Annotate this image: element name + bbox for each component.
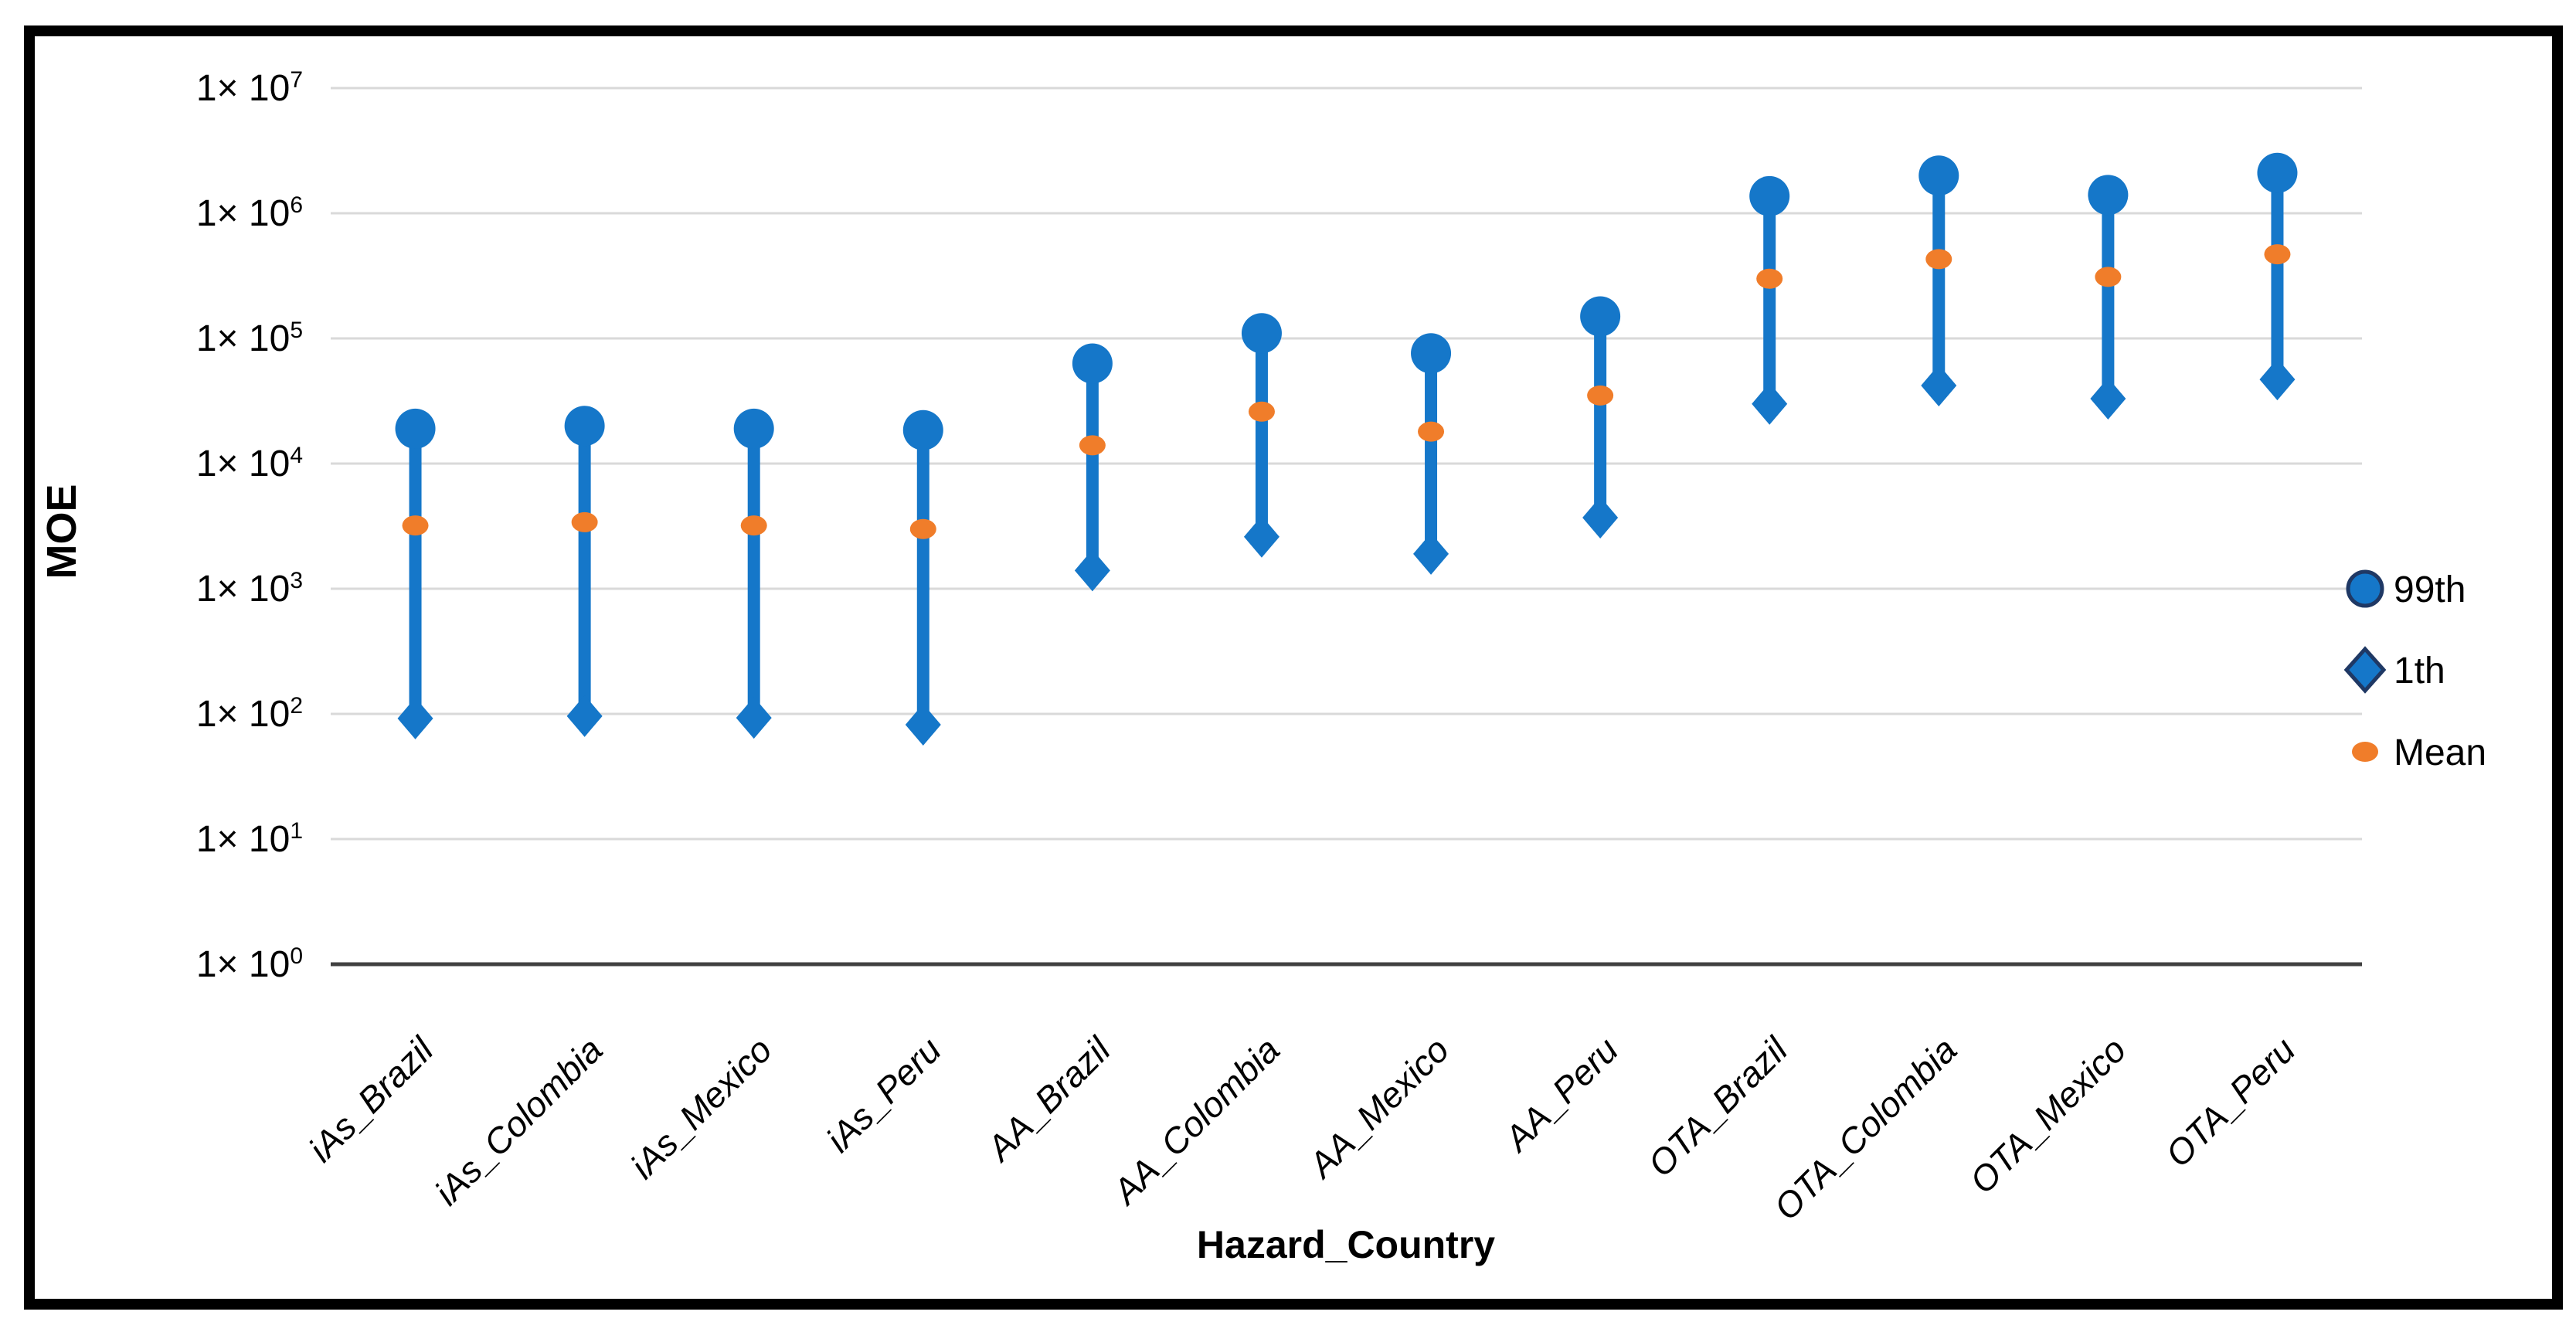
y-tick-label-1e4: 1× 104	[196, 443, 303, 484]
y-tick-label-1e1: 1× 101	[196, 818, 303, 860]
marker-1th-iAs_Mexico	[736, 697, 772, 739]
marker-99th-iAs_Colombia	[564, 406, 605, 447]
marker-99th-AA_Brazil	[1072, 343, 1113, 384]
marker-mean-OTA_Brazil	[1756, 268, 1783, 289]
marker-99th-OTA_Mexico	[2088, 175, 2129, 216]
marker-mean-iAs_Brazil	[402, 515, 429, 536]
marker-mean-iAs_Mexico	[740, 515, 767, 536]
bar-AA_Peru	[1580, 296, 1621, 539]
marker-99th-iAs_Mexico	[733, 408, 774, 449]
legend-item-99th: 99th	[2346, 569, 2466, 610]
marker-mean-AA_Peru	[1587, 385, 1614, 406]
marker-99th-AA_Mexico	[1411, 333, 1452, 374]
legend-label-99th: 99th	[2394, 569, 2466, 610]
bar-iAs_Colombia	[564, 406, 605, 737]
marker-mean-AA_Brazil	[1079, 435, 1106, 456]
x-axis-title: Hazard_Country	[1197, 1223, 1495, 1266]
legend-mean-dot-icon	[2352, 742, 2378, 762]
y-tick-label-1e7: 1× 107	[196, 67, 303, 109]
legend-99th-circle-icon	[2346, 569, 2384, 608]
y-axis-tick-labels: 1× 107 1× 106 1× 105 1× 104 1× 103 1× 102 1× 1…	[196, 67, 303, 985]
bar-OTA_Colombia	[1918, 155, 1959, 407]
bar-iAs_Mexico	[733, 408, 774, 739]
marker-mean-OTA_Mexico	[2095, 267, 2122, 287]
marker-99th-iAs_Brazil	[395, 408, 436, 449]
legend-label-1th: 1th	[2394, 651, 2445, 691]
marker-mean-iAs_Colombia	[571, 511, 598, 532]
y-axis-title: MOE	[39, 484, 85, 579]
bar-iAs_Peru	[902, 409, 943, 746]
marker-99th-OTA_Colombia	[1918, 155, 1959, 196]
y-tick-label-1e0: 1× 100	[196, 943, 303, 985]
legend-item-1th: 1th	[2343, 646, 2445, 694]
marker-99th-OTA_Brazil	[1749, 175, 1790, 216]
y-tick-label-1e6: 1× 106	[196, 192, 303, 234]
bar-AA_Colombia	[1241, 313, 1282, 558]
y-tick-label-1e3: 1× 103	[196, 568, 303, 610]
marker-1th-AA_Peru	[1582, 496, 1619, 539]
legend: 99th 1th Mean	[2343, 569, 2486, 773]
marker-mean-OTA_Peru	[2264, 244, 2291, 265]
marker-99th-iAs_Peru	[902, 409, 943, 450]
marker-99th-OTA_Peru	[2257, 152, 2298, 193]
marker-1th-AA_Colombia	[1243, 515, 1280, 558]
legend-label-Mean: Mean	[2394, 732, 2486, 773]
marker-1th-OTA_Brazil	[1752, 382, 1788, 425]
bar-OTA_Peru	[2257, 152, 2298, 401]
marker-1th-AA_Mexico	[1413, 532, 1449, 575]
bar-iAs_Brazil	[395, 408, 436, 739]
marker-1th-AA_Brazil	[1074, 549, 1110, 592]
marker-1th-OTA_Colombia	[1921, 365, 1957, 407]
marker-mean-iAs_Peru	[909, 518, 936, 539]
marker-mean-OTA_Colombia	[1925, 249, 1952, 270]
marker-mean-AA_Mexico	[1418, 421, 1445, 442]
bar-AA_Brazil	[1072, 343, 1113, 592]
legend-item-Mean: Mean	[2352, 732, 2486, 773]
marker-1th-OTA_Mexico	[2090, 378, 2126, 420]
y-tick-label-1e5: 1× 105	[196, 318, 303, 359]
marker-1th-iAs_Brazil	[397, 697, 433, 739]
marker-mean-AA_Colombia	[1248, 401, 1275, 422]
figure-border	[24, 25, 2563, 1310]
bar-OTA_Brazil	[1749, 175, 1790, 425]
marker-1th-iAs_Colombia	[566, 695, 603, 737]
marker-1th-iAs_Peru	[905, 703, 941, 746]
gridlines	[331, 87, 2362, 967]
marker-99th-AA_Colombia	[1241, 313, 1282, 354]
bar-AA_Mexico	[1411, 333, 1452, 575]
y-tick-label-1e2: 1× 102	[196, 693, 303, 735]
bar-OTA_Mexico	[2088, 175, 2129, 420]
marker-99th-AA_Peru	[1580, 296, 1621, 337]
legend-1th-diamond-icon	[2343, 646, 2387, 694]
data-bars	[395, 152, 2298, 746]
marker-1th-OTA_Peru	[2259, 358, 2296, 401]
